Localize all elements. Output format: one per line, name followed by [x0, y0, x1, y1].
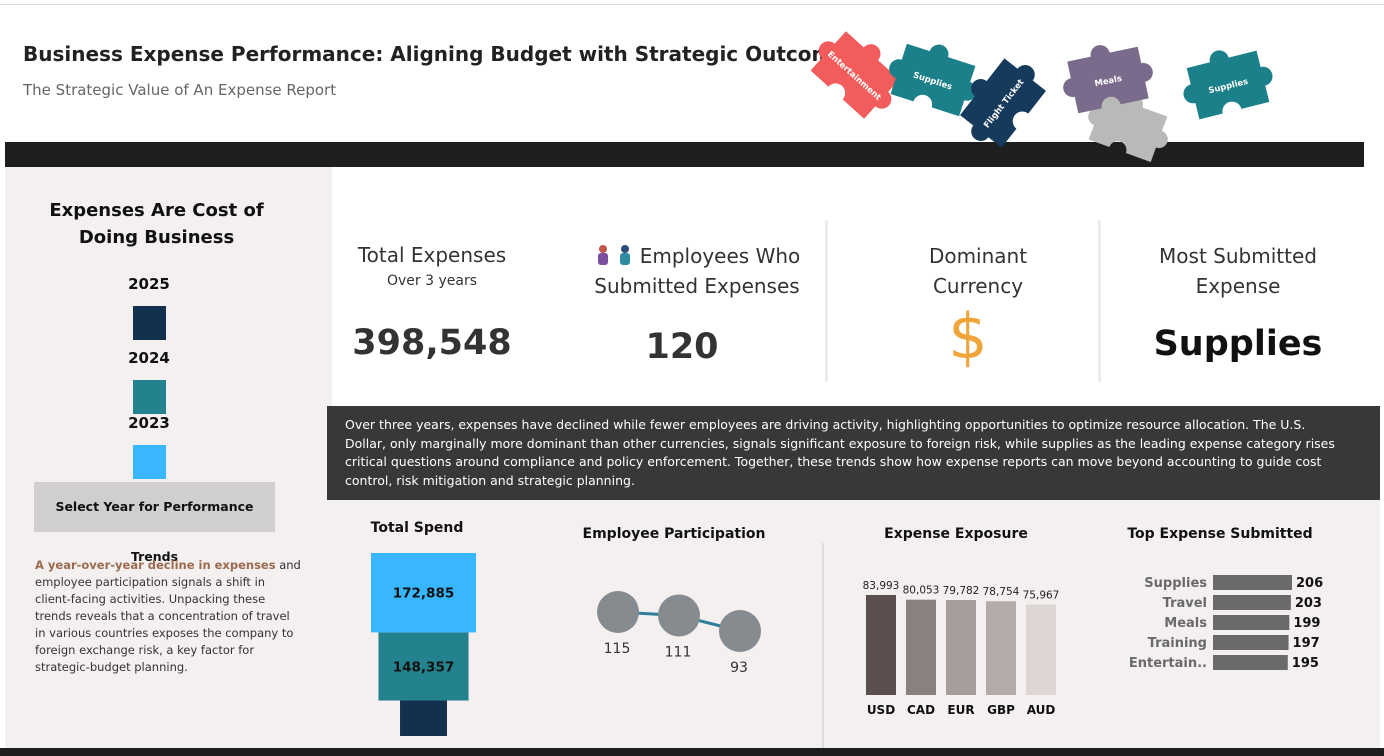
- kpi-value: Supplies: [1153, 324, 1323, 364]
- x-tick-label: CAD: [907, 703, 935, 717]
- puzzle-shape: [1088, 93, 1168, 163]
- kpi-value: $: [948, 300, 988, 373]
- legend-year: 2024: [128, 349, 170, 367]
- funnel-bar: [371, 553, 476, 633]
- exposure-bar: [866, 595, 896, 695]
- title: Business Expense Performance: Aligning B…: [23, 42, 858, 66]
- data-label: 172,885: [393, 586, 455, 602]
- summary-text: Over three years, expenses have declined…: [345, 417, 1335, 488]
- y-tick-label: Supplies: [1144, 576, 1207, 591]
- expense-bar: [1213, 595, 1291, 610]
- x-tick-label: GBP: [987, 703, 1015, 717]
- data-label: 111: [665, 644, 692, 660]
- divider: [1098, 220, 1101, 382]
- kpi-title: Employees Who Submitted Expenses: [594, 244, 801, 298]
- note-text: and employee participation signals a shi…: [35, 558, 301, 674]
- data-label: 115: [604, 641, 631, 657]
- data-label: 203: [1295, 596, 1322, 611]
- expense-bar: [1213, 635, 1289, 650]
- puzzle-piece: Supplies: [1183, 50, 1273, 120]
- puzzle-shape: [889, 43, 977, 117]
- divider: [825, 220, 828, 382]
- chart-title: Expense Exposure: [884, 526, 1028, 542]
- y-tick-label: Travel: [1163, 596, 1207, 611]
- kpi-title: Dominant Currency: [928, 244, 1028, 298]
- data-label: 197: [1293, 636, 1320, 651]
- puzzle-piece: Meals: [1063, 45, 1153, 114]
- puzzle-shape: [1063, 45, 1153, 114]
- expense-bar: [1213, 655, 1288, 670]
- people-icon: [598, 245, 630, 265]
- funnel-bar: [400, 700, 447, 736]
- chart-title: Employee Participation: [583, 526, 766, 542]
- kpi-value: 398,548: [352, 323, 512, 363]
- puzzle-piece: Entertainment: [810, 31, 900, 119]
- sidebar: Expenses Are Cost of Doing Business 2025…: [5, 167, 332, 748]
- legend-year: 2023: [128, 414, 170, 432]
- legend-year: 2025: [128, 275, 170, 293]
- chart-title: Total Spend: [371, 520, 464, 536]
- kpi-title: Most Submitted Expense: [1159, 244, 1317, 298]
- summary-box: Over three years, expenses have declined…: [327, 406, 1380, 500]
- subtitle: The Strategic Value of An Expense Report: [23, 81, 337, 99]
- note-highlight: A year-over-year decline in expenses: [35, 558, 276, 572]
- legend-swatch: [133, 380, 166, 414]
- exposure-bar: [946, 600, 976, 695]
- chart-title: Top Expense Submitted: [1127, 526, 1312, 542]
- x-tick-label: EUR: [947, 703, 974, 717]
- data-label: 148,357: [393, 659, 455, 675]
- year-selector-button[interactable]: Select Year for Performance Trends: [34, 482, 275, 564]
- data-label: 79,782: [943, 585, 980, 597]
- puzzle-piece: Supplies: [889, 43, 977, 117]
- participation-point: [719, 610, 761, 652]
- data-label: 93: [730, 660, 748, 676]
- sidebar-note: A year-over-year decline in expenses and…: [35, 557, 303, 676]
- data-label: 83,993: [863, 580, 900, 592]
- participation-point: [658, 594, 700, 637]
- puzzle-piece: Flight Ticket: [960, 58, 1046, 148]
- data-label: 206: [1296, 576, 1323, 591]
- data-label: 78,754: [983, 586, 1020, 598]
- data-label: 75,967: [1023, 590, 1060, 602]
- puzzle-shape: [960, 58, 1046, 148]
- footer-band: [0, 748, 1384, 756]
- puzzle-shape: [810, 31, 900, 119]
- expense-bar: [1213, 575, 1292, 590]
- expense-bar: [1213, 615, 1290, 630]
- data-label: 80,053: [903, 585, 940, 597]
- exposure-bar: [1026, 604, 1056, 695]
- legend-swatch: [133, 306, 166, 340]
- participation-point: [597, 591, 639, 633]
- puzzle-piece: [1088, 93, 1168, 163]
- data-label: 199: [1293, 616, 1320, 631]
- y-tick-label: Meals: [1164, 616, 1207, 631]
- funnel-bar: [378, 632, 469, 701]
- y-tick-label: Training: [1148, 636, 1207, 651]
- puzzle-shape: [1183, 50, 1273, 120]
- y-tick-label: Entertain..: [1129, 656, 1207, 671]
- x-tick-label: USD: [867, 703, 895, 717]
- exposure-bar: [906, 599, 936, 695]
- sidebar-heading: Expenses Are Cost of Doing Business: [49, 200, 264, 248]
- kpi-value: 120: [645, 327, 719, 367]
- charts-panel: [332, 500, 1380, 748]
- kpi-title: Total Expenses: [357, 243, 507, 267]
- x-tick-label: AUD: [1027, 703, 1056, 717]
- kpi-subtitle: Over 3 years: [386, 273, 477, 289]
- data-label: 195: [1292, 656, 1319, 671]
- legend-swatch: [133, 445, 166, 479]
- exposure-bar: [986, 601, 1016, 695]
- top-border: [0, 4, 1384, 5]
